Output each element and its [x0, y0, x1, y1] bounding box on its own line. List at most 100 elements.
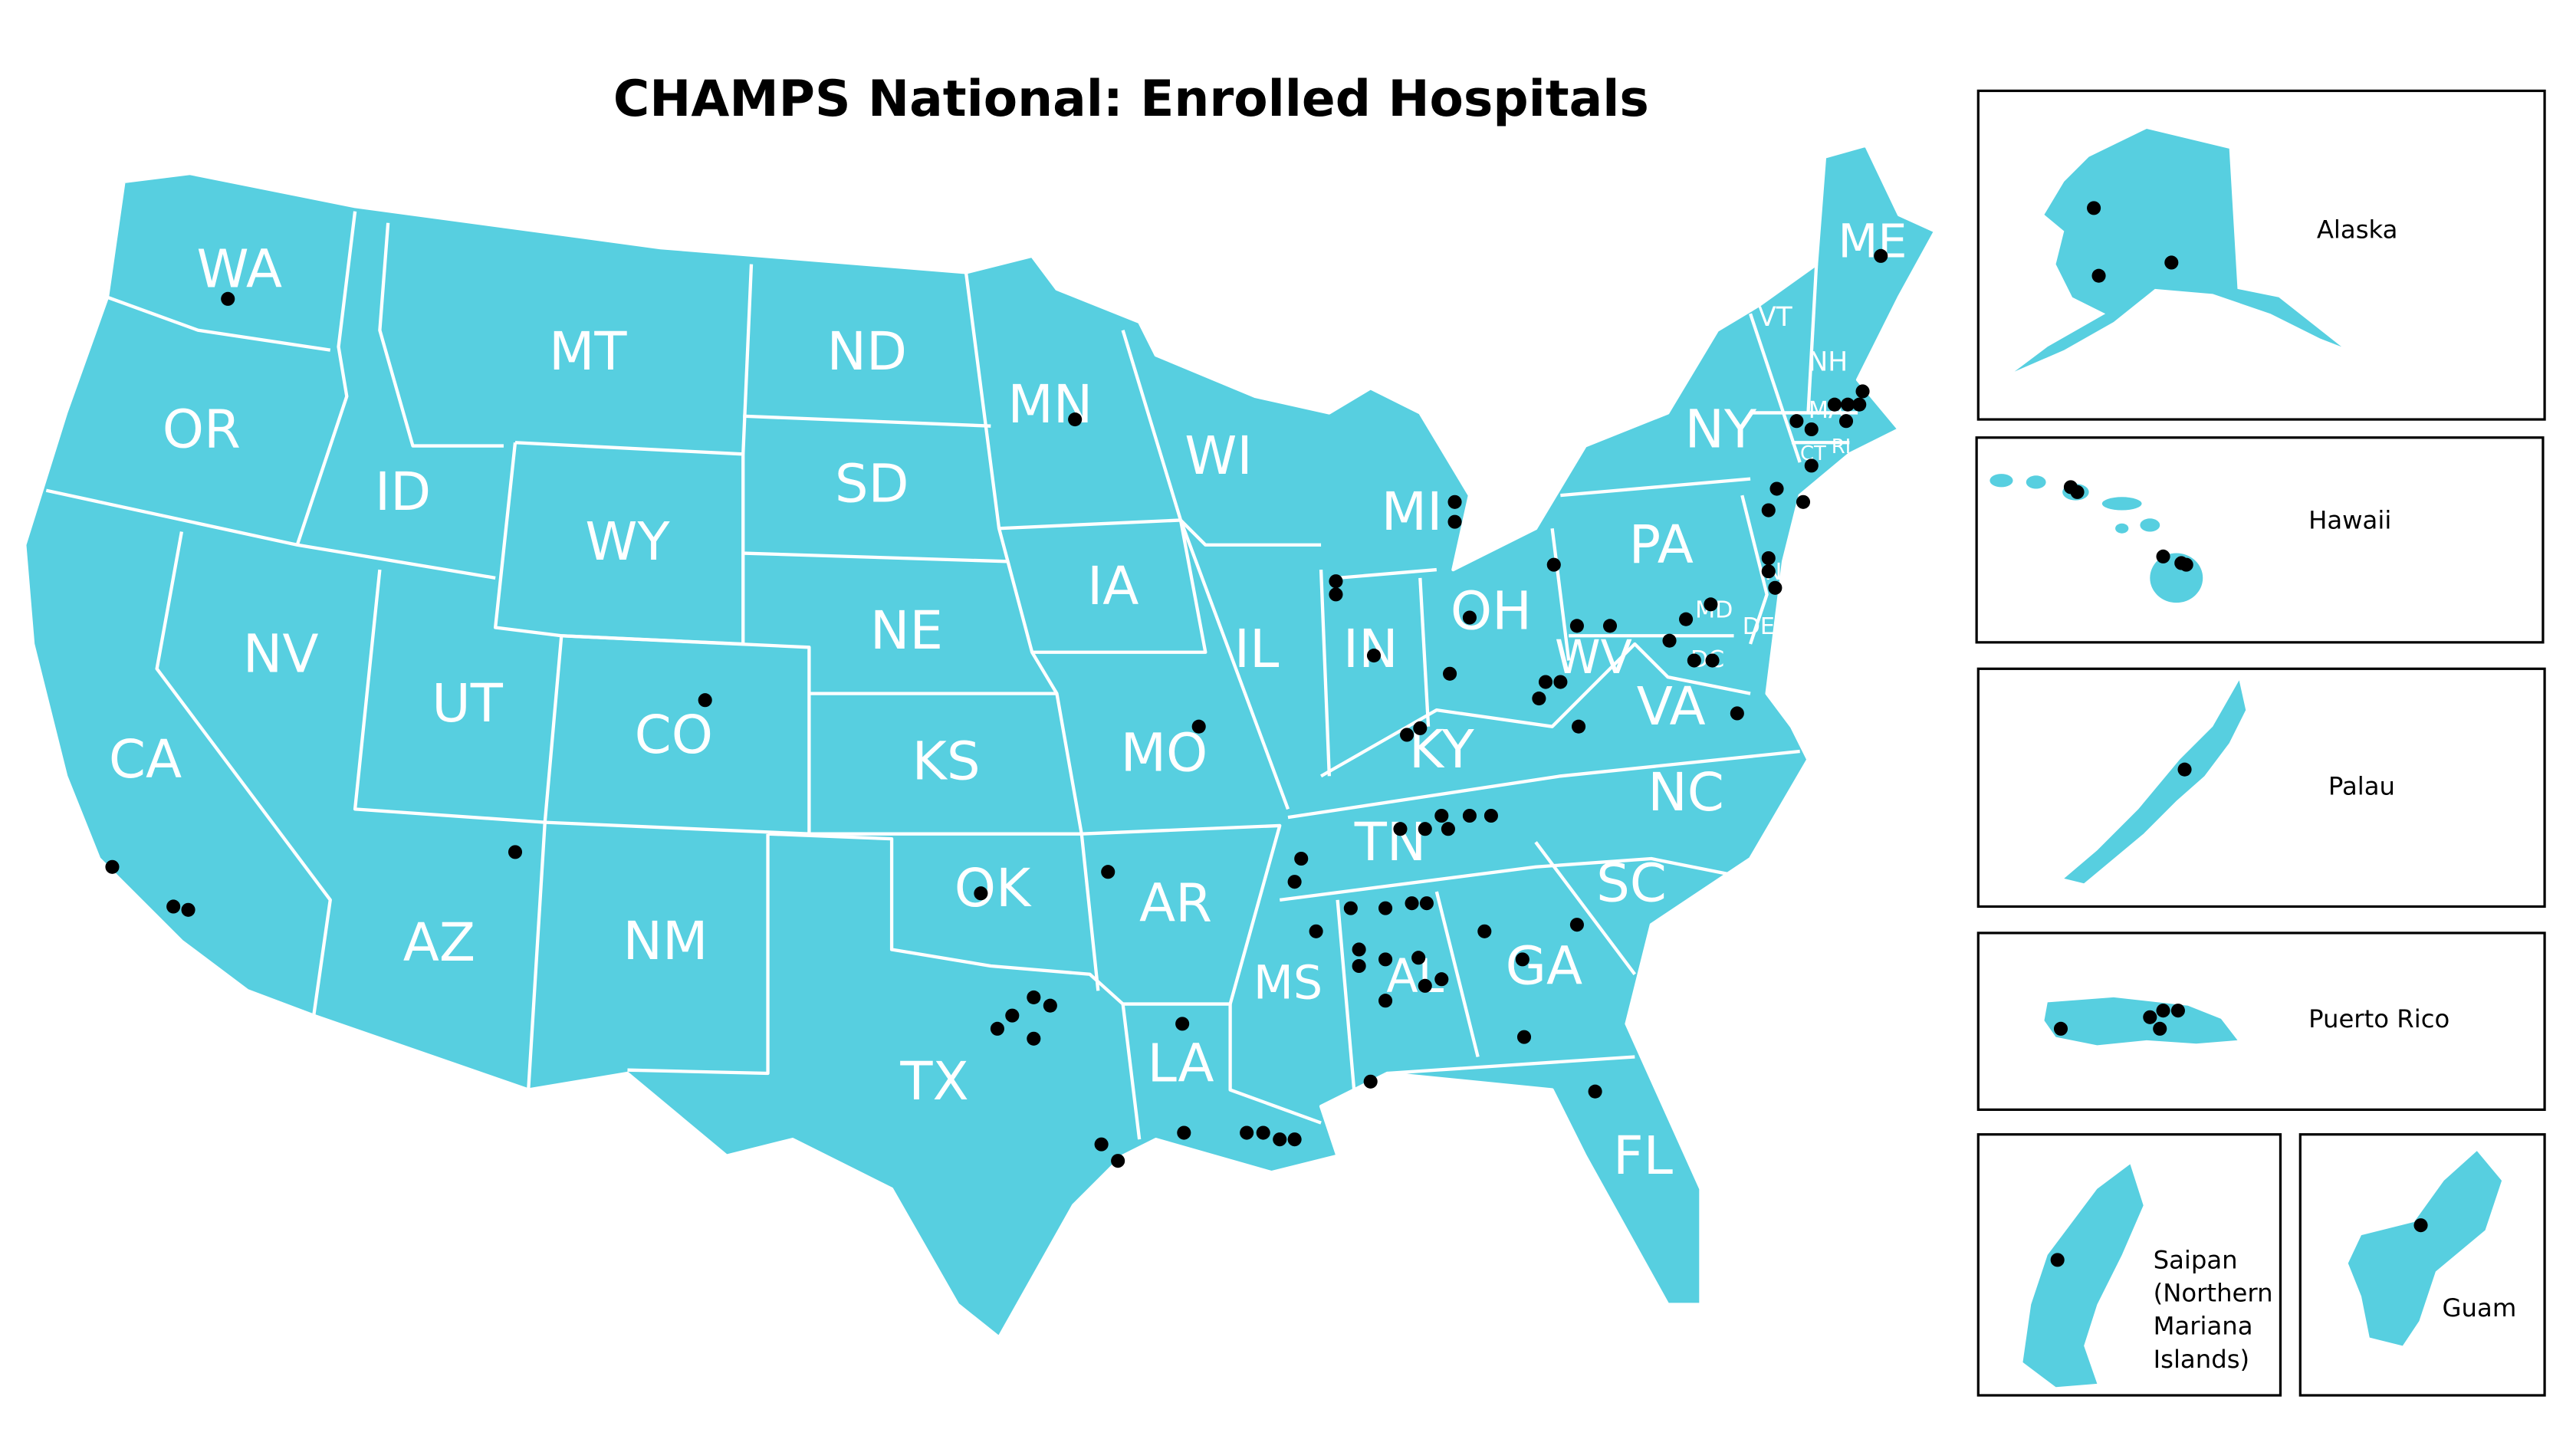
hospital-dot [1462, 808, 1477, 823]
inset-label: Saipan [2154, 1246, 2238, 1275]
hospital-dot [221, 291, 235, 306]
hospital-dot [1852, 397, 1867, 412]
state-label: OH [1451, 580, 1532, 642]
inset-label: Alaska [2317, 215, 2398, 245]
state-label: FL [1613, 1125, 1674, 1187]
hospital-dot [1705, 653, 1720, 668]
hospital-dot [1532, 692, 1546, 706]
state-label: WV [1555, 631, 1632, 685]
hospital-dot [1769, 481, 1784, 496]
hospital-dot [698, 693, 712, 708]
hospital-dot [1477, 924, 1492, 938]
hospital-dot [1768, 580, 1783, 595]
hospital-dot [1796, 495, 1811, 509]
state-label: NE [870, 600, 943, 662]
hospital-dot [2170, 1004, 2185, 1018]
hospital-dot [1447, 495, 1462, 509]
state-label: WY [585, 511, 670, 573]
state-label: VA [1637, 676, 1706, 738]
hospital-dot [1546, 557, 1561, 572]
inset-label: Guam [2443, 1293, 2517, 1322]
guam-shape [2348, 1151, 2502, 1346]
state-label: KS [912, 731, 981, 792]
hospital-dot [1393, 822, 1408, 836]
hospital-dot [1177, 1125, 1191, 1140]
alaska-shape [2014, 129, 2342, 372]
hospital-dot [1761, 503, 1776, 518]
inset-label: Islands) [2154, 1345, 2250, 1374]
hospital-dot [1679, 612, 1694, 626]
state-label: GA [1506, 935, 1583, 997]
hospital-dot [1434, 808, 1449, 823]
state-label: ND [826, 321, 907, 383]
hospital-dot [2070, 485, 2085, 499]
state-label: SC [1596, 853, 1667, 915]
hospital-dot [1602, 619, 1618, 633]
hospital-dot [1418, 822, 1432, 836]
puerto-rico-shape [2044, 997, 2238, 1046]
hospital-dot [1287, 875, 1302, 889]
state-label: MT [549, 321, 627, 383]
state-label: PA [1629, 514, 1694, 576]
state-label: MN [1007, 374, 1092, 435]
palau-shape [2064, 680, 2246, 884]
hospital-dot [1553, 675, 1568, 689]
hospital-dot [1068, 412, 1083, 427]
hospital-dot [2164, 255, 2179, 270]
hospital-dot [1588, 1084, 1602, 1099]
state-label: MI [1382, 481, 1443, 543]
hospital-dot [1329, 587, 1343, 602]
state-label: AR [1139, 872, 1212, 934]
hospital-dot [1569, 918, 1584, 932]
hospital-dot [1027, 1031, 1041, 1046]
state-label: LA [1147, 1033, 1214, 1094]
hospital-dot [1761, 564, 1776, 579]
hospital-dot [990, 1021, 1004, 1036]
state-label: RI [1832, 435, 1852, 458]
hospital-dot [1352, 958, 1366, 974]
hospital-dot [1378, 994, 1393, 1008]
hospital-dot [1287, 1132, 1302, 1147]
state-label: SD [835, 453, 909, 514]
hospital-dot [1443, 666, 1457, 681]
hospital-dot [2179, 557, 2193, 572]
us-mainland [23, 143, 1937, 1339]
hospital-dot [1804, 458, 1819, 473]
hospital-dot [1662, 633, 1677, 648]
hospital-dot [2087, 201, 2101, 215]
inset-box [1976, 667, 2546, 909]
saipan-shape [2022, 1164, 2144, 1388]
state-label: OK [955, 858, 1032, 919]
state-label: CO [635, 705, 713, 766]
state-label: UT [432, 673, 503, 734]
hospital-dot [1191, 719, 1206, 734]
hospital-dot [2143, 1010, 2157, 1024]
hospital-dot [1841, 397, 1855, 412]
hospital-dot [2156, 1004, 2170, 1018]
state-label: IA [1087, 556, 1138, 617]
map-title: CHAMPS National: Enrolled Hospitals [613, 71, 1649, 128]
hospital-dot [1516, 1030, 1532, 1044]
state-label: NM [623, 911, 708, 972]
state-labels: WA OR CA NV ID MT WY UT AZ CO NM ND SD NE KS OK TX MN IA MO… [109, 215, 1907, 1187]
hospital-dots [105, 201, 2428, 1267]
hospital-dot [1855, 384, 1870, 399]
state-label: TX [899, 1051, 968, 1112]
hospital-dot [1027, 990, 1041, 1004]
hospital-dot [181, 902, 196, 917]
hospital-dot [2177, 762, 2192, 777]
hospital-dot [1874, 248, 1888, 263]
hospital-dot [1827, 397, 1842, 412]
hospital-dot [2091, 268, 2106, 283]
state-borders [45, 211, 1858, 1140]
inset-label: (Northern [2154, 1279, 2273, 1308]
hospital-dot [2413, 1218, 2428, 1233]
hospital-dot [1687, 653, 1701, 668]
hospital-dot [166, 899, 181, 914]
state-label: WI [1184, 426, 1252, 487]
hospital-dot [1413, 721, 1428, 735]
hospital-dot [2153, 1021, 2167, 1036]
hospital-dot [1572, 719, 1586, 734]
